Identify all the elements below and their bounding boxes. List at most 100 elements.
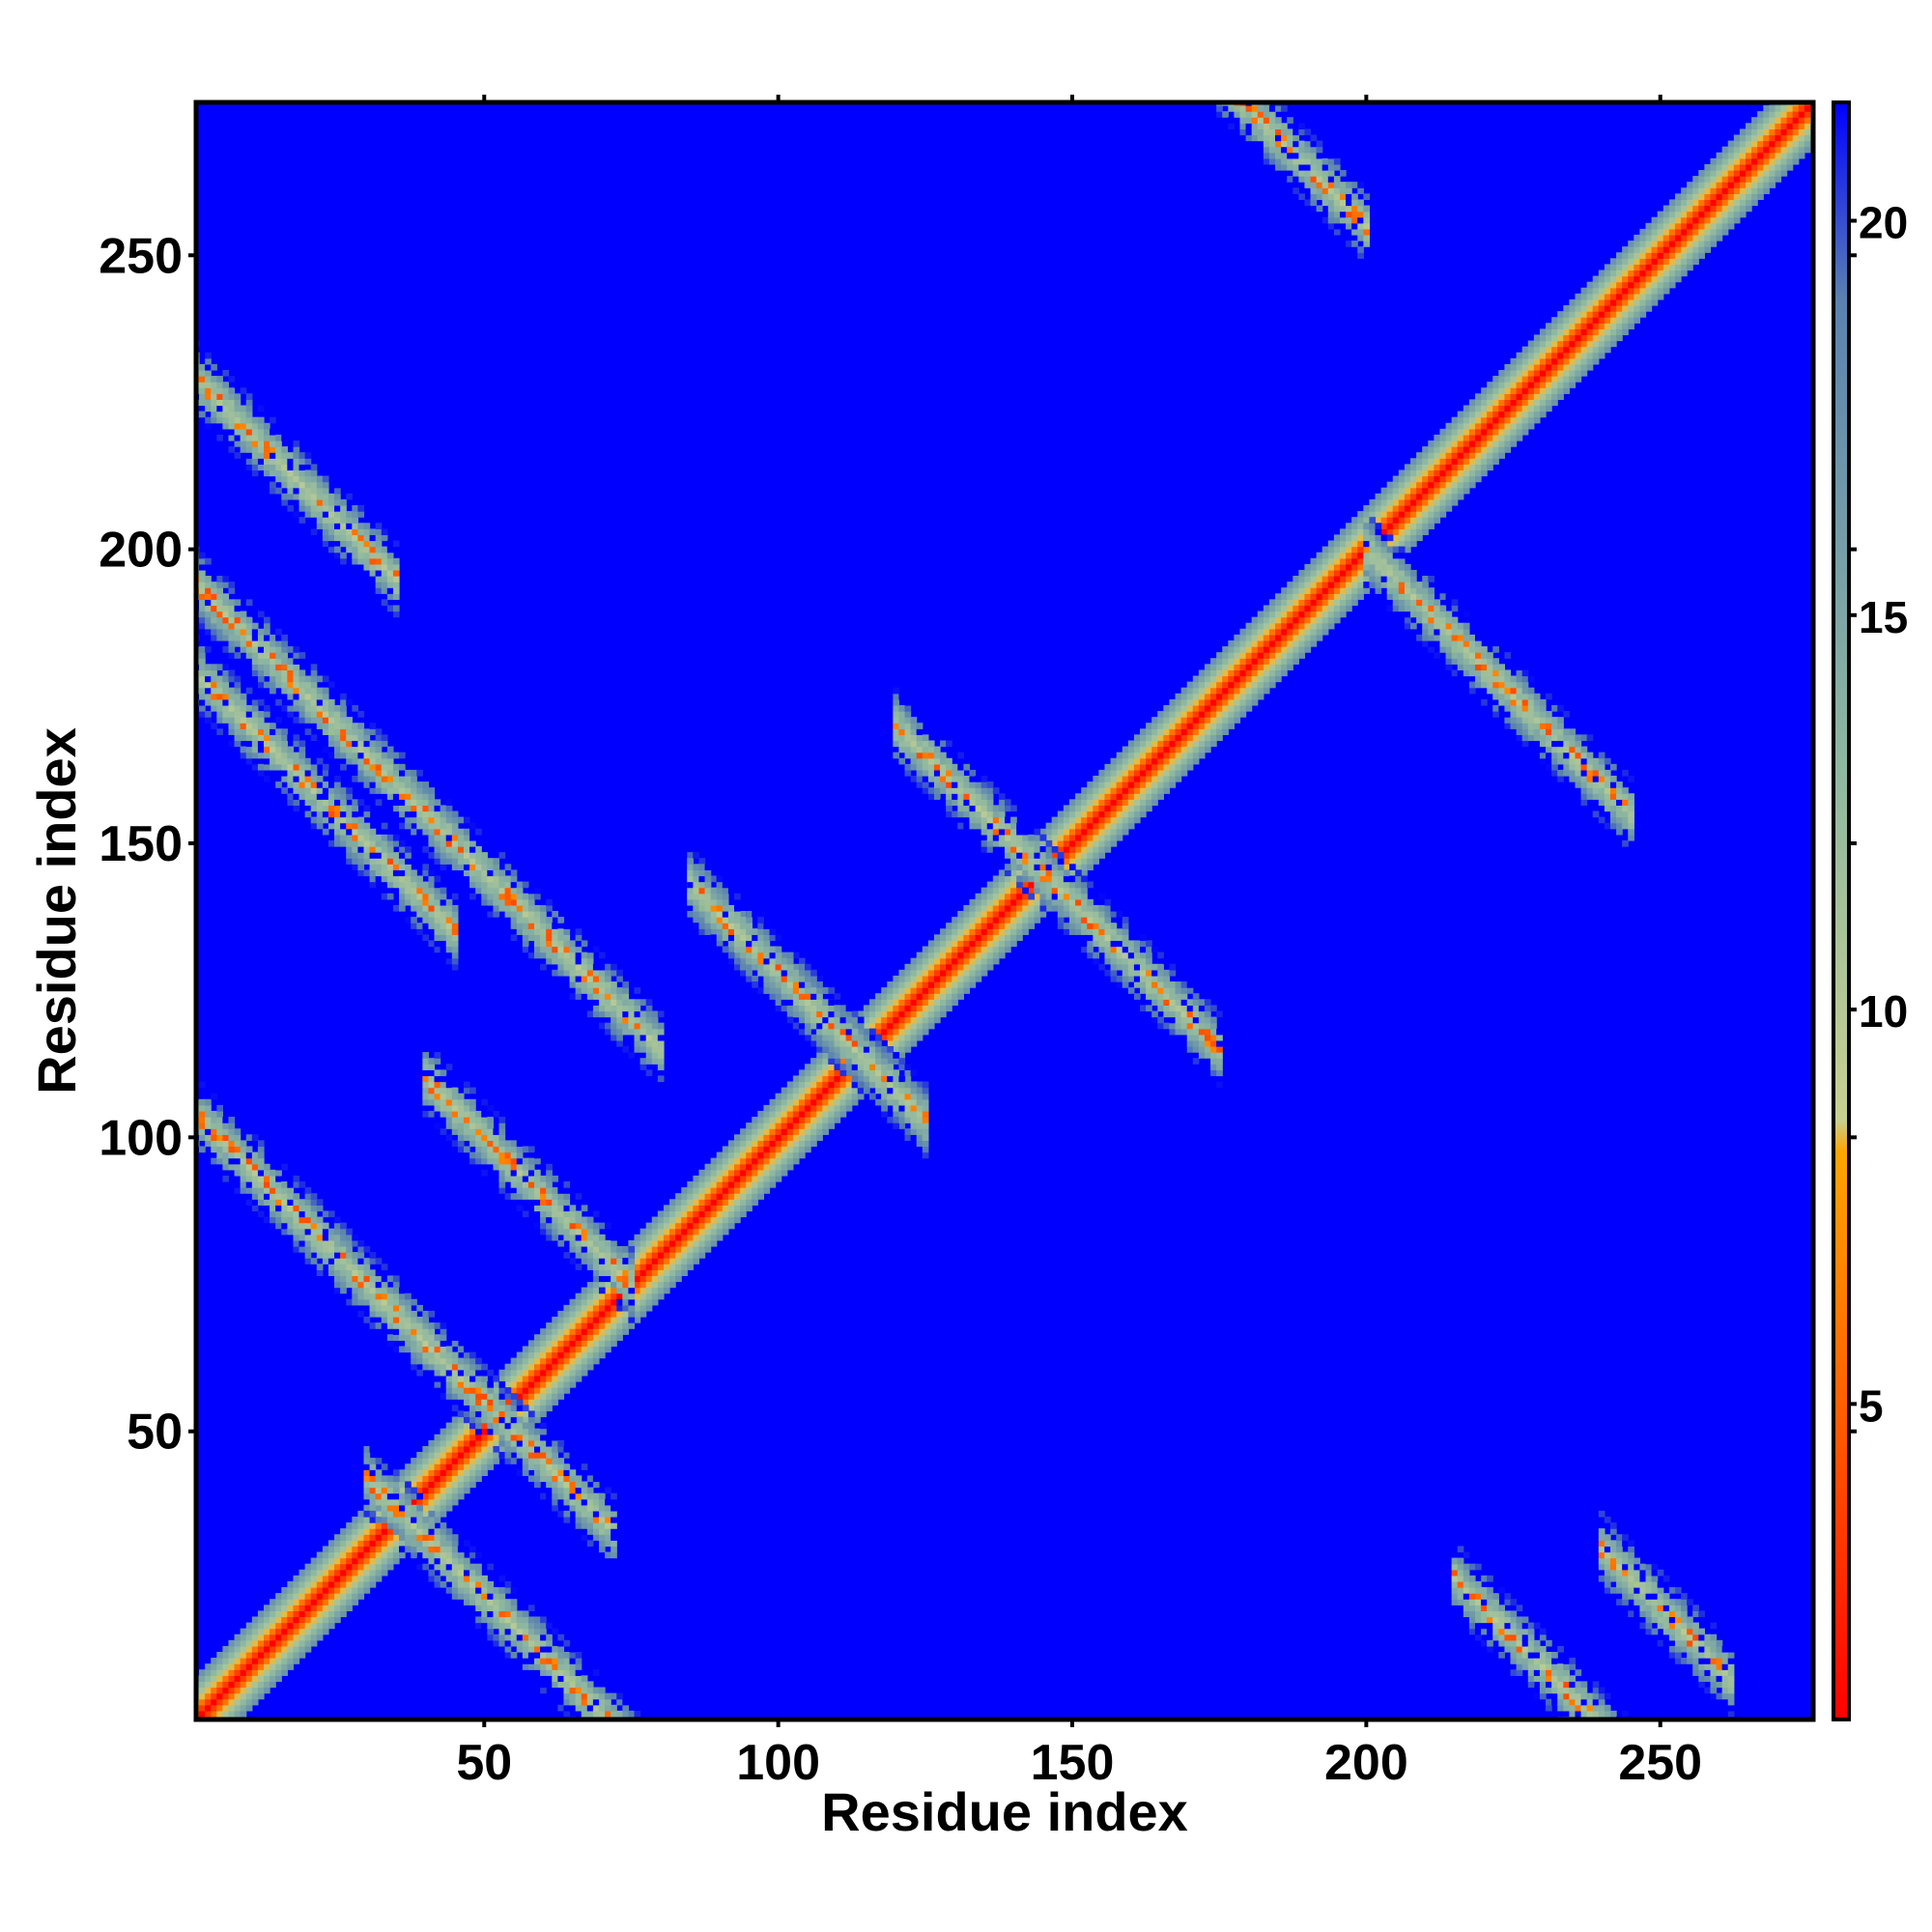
heatmap-cell bbox=[1245, 646, 1253, 653]
heatmap-cell bbox=[1498, 422, 1506, 430]
heatmap-cell bbox=[1098, 775, 1106, 782]
heatmap-cell bbox=[1321, 587, 1329, 594]
heatmap-cell bbox=[411, 1481, 417, 1489]
heatmap-cell bbox=[1216, 711, 1223, 718]
heatmap-cell bbox=[1739, 187, 1747, 194]
heatmap-cell bbox=[839, 1110, 847, 1118]
heatmap-cell bbox=[316, 511, 324, 518]
heatmap-cell bbox=[257, 416, 265, 424]
heatmap-cell bbox=[1639, 228, 1647, 236]
heatmap-cell bbox=[722, 1216, 729, 1224]
heatmap-cell bbox=[1216, 734, 1223, 742]
heatmap-cell bbox=[357, 769, 365, 777]
heatmap-cell bbox=[992, 952, 1000, 959]
heatmap-cell bbox=[493, 893, 500, 900]
heatmap-cell bbox=[1598, 270, 1605, 277]
heatmap-cell bbox=[522, 1387, 529, 1394]
heatmap-cell bbox=[998, 917, 1006, 923]
heatmap-cell bbox=[1257, 681, 1264, 689]
heatmap-cell bbox=[1116, 822, 1123, 830]
heatmap-cell bbox=[828, 1081, 836, 1089]
heatmap-cell bbox=[1098, 799, 1106, 807]
heatmap-cell bbox=[1169, 746, 1177, 753]
heatmap-cell bbox=[611, 1304, 617, 1312]
heatmap-cell bbox=[704, 1228, 712, 1236]
heatmap-cell bbox=[1575, 298, 1582, 306]
heatmap-cell bbox=[1710, 163, 1718, 171]
heatmap-cell bbox=[363, 781, 371, 788]
heatmap-cell bbox=[927, 957, 935, 965]
heatmap-cell bbox=[322, 1563, 329, 1571]
heatmap-cell bbox=[1122, 757, 1129, 765]
heatmap-cell bbox=[346, 511, 353, 518]
heatmap-cell bbox=[952, 975, 958, 982]
heatmap-cell bbox=[1410, 464, 1417, 471]
heatmap-cell bbox=[1710, 234, 1718, 242]
heatmap-cell bbox=[704, 1175, 712, 1182]
heatmap-cell bbox=[1133, 805, 1141, 812]
heatmap-cell bbox=[381, 528, 388, 536]
heatmap-cell bbox=[1081, 816, 1088, 824]
heatmap-cell bbox=[1575, 317, 1582, 324]
heatmap-cell bbox=[757, 1163, 765, 1171]
heatmap-cell bbox=[340, 752, 347, 759]
heatmap-cell bbox=[1727, 176, 1735, 183]
heatmap-cell bbox=[1422, 452, 1429, 459]
heatmap-cell bbox=[327, 1540, 335, 1548]
heatmap-cell bbox=[1104, 805, 1112, 812]
heatmap-cell bbox=[510, 1357, 518, 1365]
heatmap-cell bbox=[504, 864, 512, 870]
heatmap-cell bbox=[1122, 822, 1129, 830]
heatmap-cell bbox=[1692, 187, 1699, 194]
heatmap-cell bbox=[1140, 769, 1147, 777]
heatmap-cell bbox=[322, 528, 329, 536]
heatmap-cell bbox=[287, 469, 295, 477]
heatmap-cell bbox=[1422, 464, 1429, 471]
heatmap-cell bbox=[1392, 523, 1400, 529]
heatmap-cell bbox=[399, 799, 406, 807]
heatmap-cell bbox=[1498, 376, 1506, 383]
heatmap-cell bbox=[1674, 252, 1682, 259]
heatmap-cell bbox=[310, 1628, 318, 1635]
heatmap-cell bbox=[1468, 481, 1476, 489]
heatmap-cell bbox=[1645, 298, 1653, 306]
heatmap-cell bbox=[281, 428, 288, 436]
heatmap-cell bbox=[1093, 839, 1099, 847]
heatmap-cell bbox=[1609, 298, 1617, 306]
heatmap-cell bbox=[240, 416, 247, 424]
heatmap-cell bbox=[216, 1675, 223, 1683]
heatmap-cell bbox=[293, 1616, 300, 1624]
heatmap-cell bbox=[898, 987, 906, 994]
heatmap-cell bbox=[875, 1028, 882, 1036]
heatmap-cell bbox=[1357, 576, 1364, 582]
heatmap-cell bbox=[1628, 317, 1634, 324]
heatmap-cell bbox=[334, 734, 341, 742]
heatmap-cell bbox=[810, 1134, 817, 1142]
heatmap-cell bbox=[1428, 511, 1435, 518]
heatmap-cell bbox=[1481, 405, 1488, 412]
heatmap-cell bbox=[240, 1634, 247, 1641]
heatmap-cell bbox=[1351, 593, 1358, 600]
heatmap-cell bbox=[810, 1117, 817, 1123]
heatmap-cell bbox=[698, 1216, 706, 1224]
heatmap-cell bbox=[569, 1351, 577, 1359]
heatmap-cell bbox=[411, 1475, 417, 1483]
heatmap-cell bbox=[1510, 363, 1518, 371]
heatmap-cell bbox=[228, 639, 236, 647]
heatmap-cell bbox=[445, 1492, 453, 1500]
heatmap-cell bbox=[211, 582, 217, 588]
heatmap-cell bbox=[540, 1357, 547, 1365]
heatmap-cell bbox=[1704, 216, 1712, 224]
heatmap-cell bbox=[1087, 839, 1094, 847]
heatmap-cell bbox=[228, 1692, 236, 1700]
heatmap-cell bbox=[1169, 728, 1177, 735]
heatmap-cell bbox=[251, 622, 259, 630]
heatmap-cell bbox=[469, 1458, 476, 1464]
heatmap-cell bbox=[757, 1157, 765, 1165]
heatmap-cell bbox=[1251, 681, 1259, 689]
heatmap-cell bbox=[257, 675, 265, 683]
heatmap-cell bbox=[527, 1340, 535, 1348]
heatmap-cell bbox=[669, 1210, 676, 1218]
heatmap-cell bbox=[746, 1199, 753, 1206]
heatmap-cell bbox=[1504, 428, 1512, 436]
